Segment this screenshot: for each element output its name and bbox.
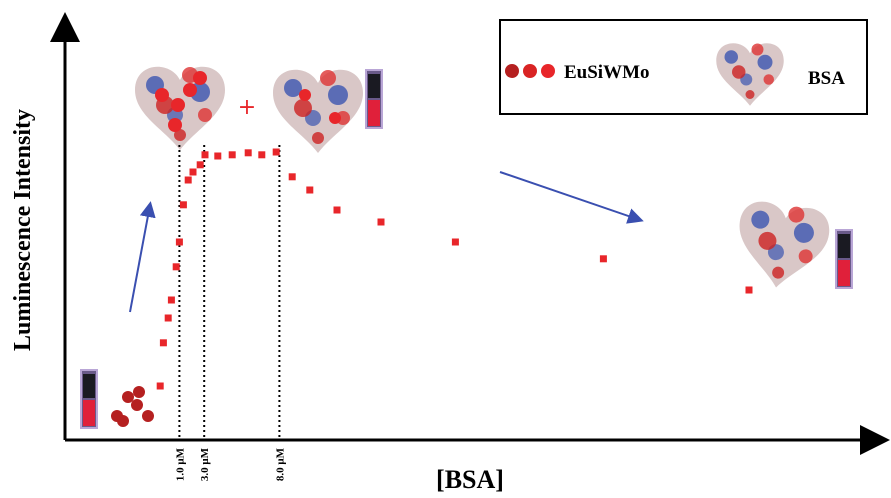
point xyxy=(167,296,175,304)
point xyxy=(288,173,296,181)
point xyxy=(745,286,753,294)
svg-text:+: + xyxy=(238,95,256,120)
point xyxy=(159,339,167,347)
point xyxy=(156,382,164,390)
point xyxy=(196,161,204,169)
point xyxy=(189,168,197,176)
point xyxy=(184,176,192,184)
point xyxy=(244,149,252,157)
y-axis-label: Luminescence Intensity xyxy=(10,109,36,351)
legend-label: EuSiWMo xyxy=(564,62,650,83)
point xyxy=(164,314,172,322)
point xyxy=(179,201,187,209)
point xyxy=(172,263,180,271)
point xyxy=(599,255,607,263)
point xyxy=(228,151,236,159)
point xyxy=(214,152,222,160)
point xyxy=(258,151,266,159)
point xyxy=(377,218,385,226)
point xyxy=(272,148,280,156)
point xyxy=(451,238,459,246)
reference-label: 1.0 μM xyxy=(174,447,186,481)
reference-label: 3.0 μM xyxy=(199,447,211,481)
point xyxy=(201,151,209,159)
axes xyxy=(50,12,890,455)
legend-label: BSA xyxy=(808,68,845,89)
legend: EuSiWMo BSA xyxy=(499,19,868,115)
point xyxy=(175,238,183,246)
x-axis-label: [BSA] xyxy=(436,465,504,494)
point xyxy=(333,206,341,214)
reference-label: 8.0 μM xyxy=(274,447,286,481)
point xyxy=(306,186,314,194)
decoration: + xyxy=(80,66,853,429)
